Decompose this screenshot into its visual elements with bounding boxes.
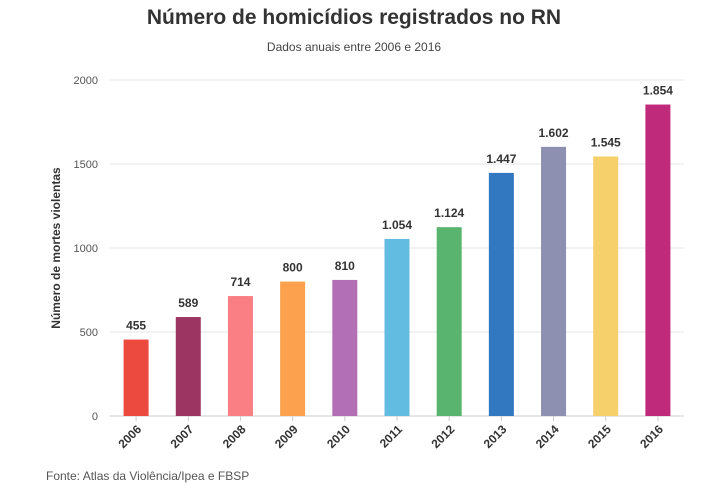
bar — [280, 281, 306, 416]
data-label: 1.054 — [382, 218, 412, 232]
y-tick-label: 2000 — [74, 75, 98, 87]
bar — [541, 146, 567, 416]
bar — [488, 172, 514, 416]
bar — [175, 317, 201, 416]
x-tick-label: 2010 — [324, 422, 353, 451]
source-note: Fonte: Atlas da Violência/Ipea e FBSP — [46, 469, 250, 483]
data-label: 1.124 — [434, 206, 464, 220]
y-tick-label: 0 — [92, 411, 98, 423]
x-tick-label: 2009 — [272, 422, 301, 451]
x-tick-label: 2013 — [481, 422, 510, 451]
x-tick-label: 2006 — [115, 422, 144, 451]
bar — [436, 227, 462, 416]
bar — [593, 156, 619, 416]
x-tick-label: 2008 — [220, 422, 249, 451]
y-axis-title: Número de mortes violentas — [49, 167, 63, 329]
data-label: 714 — [230, 275, 250, 289]
data-label: 589 — [178, 296, 198, 310]
y-tick-label: 1500 — [74, 159, 98, 171]
bar — [227, 296, 253, 416]
x-tick-label: 2016 — [637, 422, 666, 451]
bar — [123, 339, 149, 416]
data-label: 1.854 — [643, 84, 673, 98]
data-label: 1.602 — [539, 126, 569, 140]
x-tick-label: 2007 — [168, 422, 197, 451]
x-tick-label: 2011 — [377, 422, 406, 451]
x-tick-label: 2012 — [429, 422, 458, 451]
y-tick-label: 1000 — [74, 243, 98, 255]
chart-subtitle: Dados anuais entre 2006 e 2016 — [266, 40, 442, 54]
bar — [332, 279, 358, 416]
x-tick-label: 2015 — [585, 422, 614, 451]
data-label: 810 — [335, 259, 355, 273]
chart-title: Número de homicídios registrados no RN — [146, 6, 562, 29]
data-label: 1.447 — [486, 152, 516, 166]
bar — [645, 104, 671, 416]
data-label: 800 — [283, 261, 303, 275]
data-label: 455 — [126, 319, 146, 333]
data-label: 1.545 — [591, 135, 621, 149]
y-tick-label: 500 — [80, 327, 98, 339]
x-tick-label: 2014 — [533, 422, 562, 451]
bar — [384, 238, 410, 416]
